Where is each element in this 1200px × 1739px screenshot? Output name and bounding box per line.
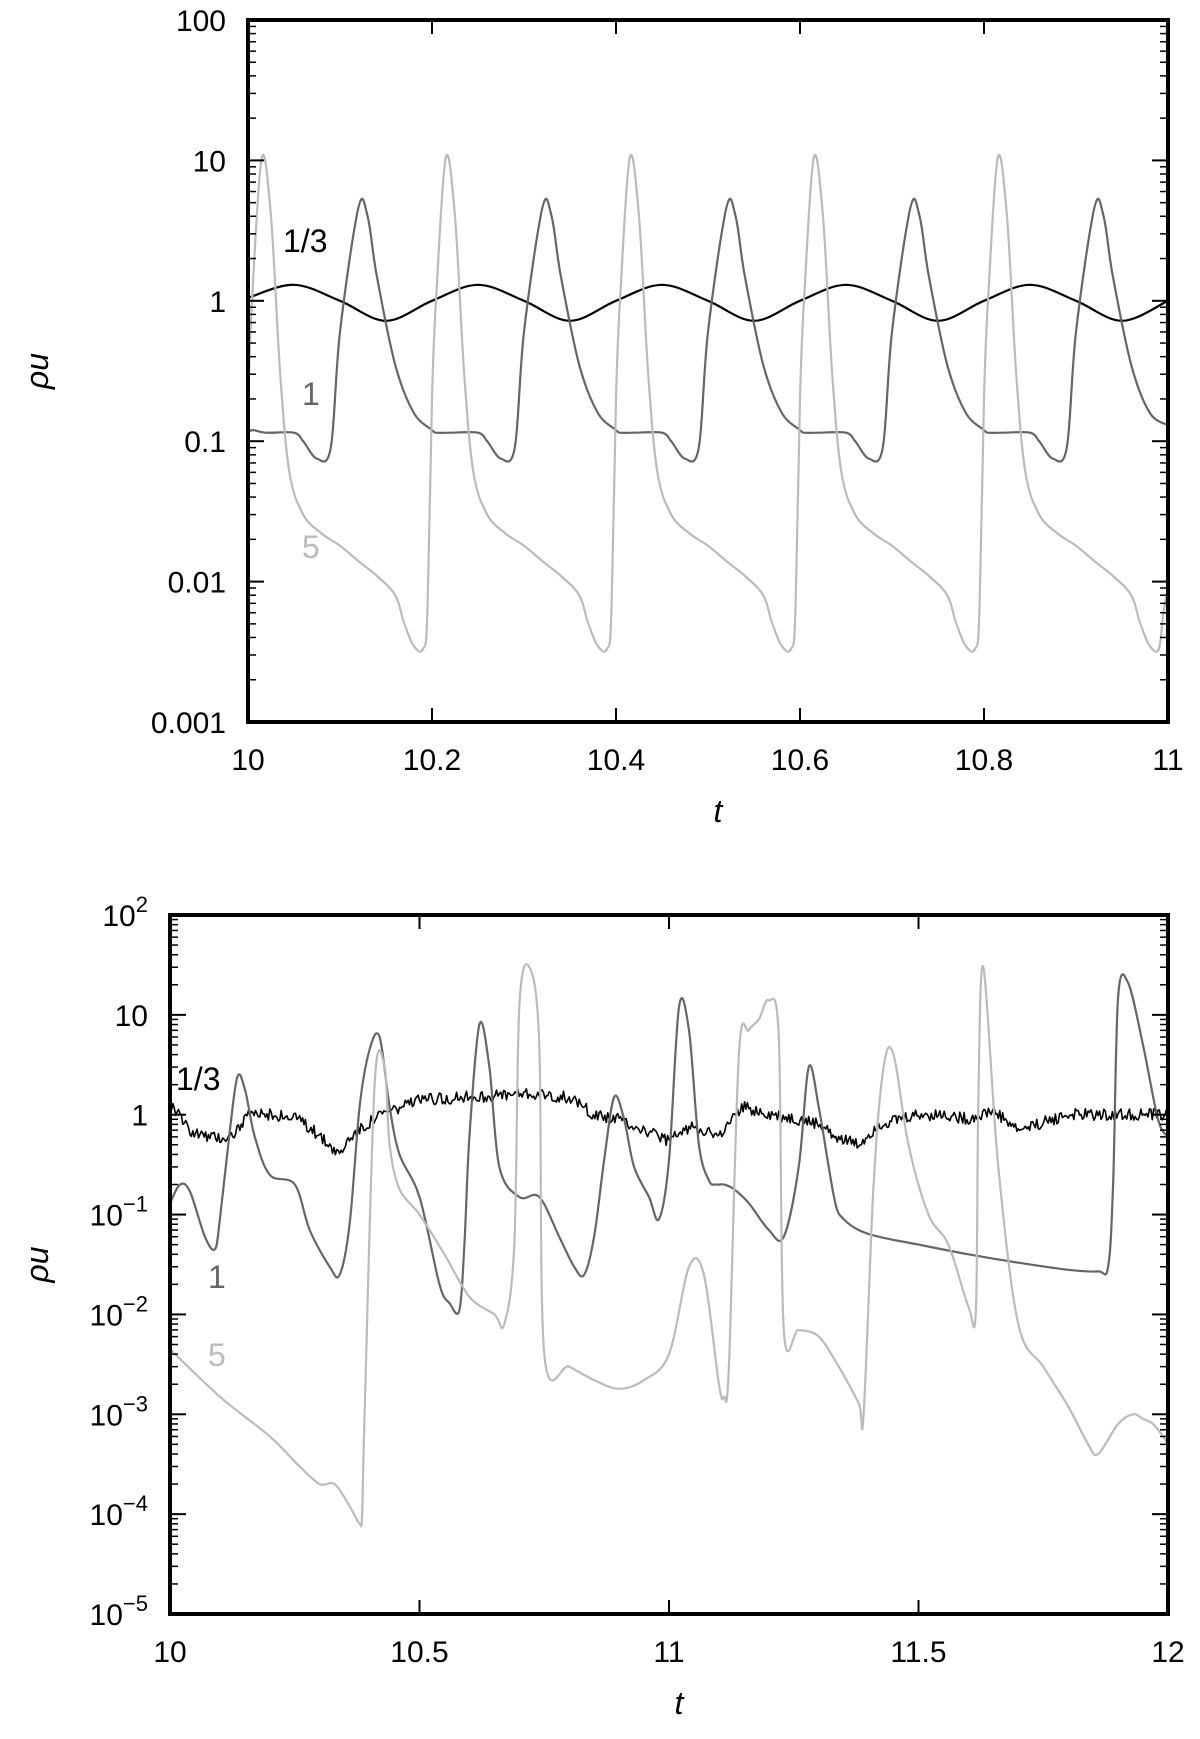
y-tick-label: 0.01 [168, 567, 226, 600]
series-line-1 [248, 197, 1168, 463]
x-axis-title: t [714, 793, 724, 829]
series-line-1-3 [248, 283, 1168, 322]
series-line-1-3 [170, 1088, 1168, 1156]
series-line-5 [170, 963, 1168, 1528]
y-tick-label: 1 [209, 286, 226, 319]
y-tick-label: 10 [193, 145, 226, 178]
series-label: 5 [208, 1337, 226, 1373]
series-label: 1/3 [176, 1061, 220, 1097]
series-label: 1 [302, 376, 320, 412]
series-label: 5 [302, 529, 320, 565]
x-tick-label: 10 [231, 744, 264, 777]
y-tick-label: 10−5 [90, 1591, 148, 1632]
y-tick-label: 10 [115, 1000, 148, 1033]
y-axis-title: ρu [19, 353, 55, 390]
x-axis-title: t [675, 1685, 685, 1721]
y-tick-label: 10−4 [90, 1491, 148, 1532]
top-chart: 1/3 1 5 10 10.2 10.4 10.6 10.8 11 0.001 0.01 0.1 1 10… [19, 5, 1184, 829]
series-label: 1/3 [283, 223, 327, 259]
y-tick-label: 0.1 [184, 426, 226, 459]
x-tick-label: 11 [1152, 744, 1183, 777]
plot-frame [168, 913, 1170, 1616]
y-tick-label: 102 [102, 892, 148, 933]
x-tick-label: 10.4 [587, 744, 645, 777]
y-tick-label: 10−1 [90, 1192, 148, 1233]
x-tick-label: 10 [153, 1636, 186, 1669]
y-tick-label: 100 [176, 5, 226, 38]
plot-frame [246, 18, 1170, 724]
y-tick-label: 0.001 [151, 707, 226, 740]
x-tick-label: 12 [1151, 1636, 1184, 1669]
y-axis-title: ρu [19, 1246, 55, 1283]
series-line-1 [170, 973, 1168, 1315]
series-group [170, 963, 1168, 1528]
x-tick-label: 10.5 [390, 1636, 448, 1669]
bottom-chart: 1/3 1 5 10 10.5 11 11.5 12 10−5 10−4 10−3 10−2 10−1 1… [19, 892, 1185, 1721]
series-line-5 [248, 154, 1168, 653]
series-label: 1 [208, 1259, 226, 1295]
y-tick-label: 1 [131, 1100, 148, 1133]
x-tick-label: 11 [653, 1636, 684, 1669]
series-group [248, 154, 1168, 653]
x-tick-label: 10.8 [955, 744, 1013, 777]
x-tick-label: 10.2 [403, 744, 461, 777]
y-tick-label: 10−3 [90, 1391, 148, 1432]
x-tick-label: 10.6 [771, 744, 829, 777]
x-tick-label: 11.5 [890, 1636, 946, 1669]
y-tick-label: 10−2 [90, 1291, 148, 1332]
